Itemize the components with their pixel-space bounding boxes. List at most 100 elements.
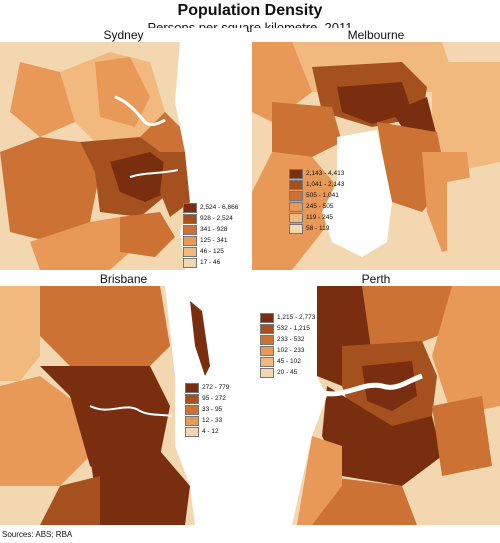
legend-swatch <box>289 179 303 190</box>
legend-label: 20 - 45 <box>277 369 298 376</box>
region-sydney-southwest <box>30 217 130 270</box>
legend-label: 341 - 928 <box>200 226 228 233</box>
region-melbourne-west <box>272 102 342 157</box>
legend-label: 45 - 102 <box>277 358 301 365</box>
legend-swatch <box>183 235 197 246</box>
region-sydney-hills <box>95 57 150 127</box>
legend-item: 2,524 - 6,866 <box>183 202 238 213</box>
legend-item: 1,041 - 2,143 <box>289 179 344 190</box>
legend-item: 33 - 95 <box>185 404 229 415</box>
legend-label: 12 - 33 <box>202 417 223 424</box>
legend-item: 532 - 1,215 <box>260 323 315 334</box>
legend-item: 341 - 928 <box>183 224 238 235</box>
legend-item: 505 - 1,041 <box>289 190 344 201</box>
panel-title-melbourne: Melbourne <box>347 28 405 42</box>
river-brisbane <box>89 405 173 417</box>
legend-swatch <box>289 212 303 223</box>
legend-label: 272 - 779 <box>202 384 230 391</box>
legend-sydney: 2,524 - 6,866 928 - 2,524 341 - 928 125 … <box>183 202 238 268</box>
legend-label: 4 - 12 <box>202 428 219 435</box>
legend-label: 532 - 1,215 <box>277 325 310 332</box>
region-sydney-northwest <box>10 62 75 137</box>
harbour-sydney <box>129 169 179 178</box>
legend-swatch <box>183 213 197 224</box>
river-sydney <box>114 95 166 127</box>
panel-title-brisbane: Brisbane <box>99 272 148 286</box>
region-melbourne-east <box>432 62 500 172</box>
legend-item: 95 - 272 <box>185 393 229 404</box>
legend-item: 1,215 - 2,773 <box>260 312 315 323</box>
source-note: Sources: ABS; RBA <box>2 530 73 539</box>
legend-swatch <box>260 323 274 334</box>
legend-item: 2,143 - 4,413 <box>289 168 344 179</box>
region-melbourne-far-southeast <box>447 172 500 270</box>
legend-swatch <box>289 168 303 179</box>
region-sydney-cbd <box>110 152 170 202</box>
legend-label: 928 - 2,524 <box>200 215 233 222</box>
legend-swatch <box>183 257 197 268</box>
legend-label: 505 - 1,041 <box>306 192 339 199</box>
bay-melbourne <box>322 130 392 257</box>
legend-item: 233 - 532 <box>260 334 315 345</box>
legend-item: 20 - 45 <box>260 367 315 378</box>
legend-swatch <box>185 426 199 437</box>
legend-label: 2,524 - 6,866 <box>200 204 239 211</box>
legend-item: 119 - 245 <box>289 212 344 223</box>
map-brisbane <box>0 286 247 525</box>
region-perth-rockingham <box>297 436 342 525</box>
region-brisbane-west <box>0 376 90 486</box>
legend-swatch <box>289 201 303 212</box>
legend-item: 17 - 46 <box>183 257 238 268</box>
region-perth-south <box>322 386 442 486</box>
region-brisbane-north <box>40 286 170 366</box>
legend-item: 4 - 12 <box>185 426 229 437</box>
legend-swatch <box>183 224 197 235</box>
legend-swatch <box>289 223 303 234</box>
legend-brisbane: 272 - 779 95 - 272 33 - 95 12 - 33 4 - 1… <box>185 382 229 437</box>
legend-label: 119 - 245 <box>306 214 333 221</box>
region-perth-southeast <box>432 396 492 476</box>
legend-label: 95 - 272 <box>202 395 226 402</box>
region-brisbane-south <box>90 451 190 525</box>
sea-brisbane <box>165 286 247 525</box>
legend-label: 46 - 125 <box>200 248 224 255</box>
legend-swatch <box>185 404 199 415</box>
legend-label: 245 - 505 <box>306 203 334 210</box>
legend-swatch <box>260 345 274 356</box>
legend-item: 46 - 125 <box>183 246 238 257</box>
legend-swatch <box>183 202 197 213</box>
river-perth <box>316 373 423 397</box>
panel-melbourne: Melbourne 2,143 - 4,413 1,041 - 2,143 50… <box>252 28 500 270</box>
legend-label: 58 - 119 <box>306 225 330 232</box>
legend-melbourne: 2,143 - 4,413 1,041 - 2,143 505 - 1,041 … <box>289 168 344 234</box>
legend-label: 33 - 95 <box>202 406 223 413</box>
legend-label: 125 - 341 <box>200 237 228 244</box>
legend-label: 102 - 233 <box>277 347 305 354</box>
panel-title-perth: Perth <box>361 272 391 286</box>
region-perth-northeast <box>432 286 500 416</box>
panel-brisbane: Brisbane 272 - 779 95 - 272 33 - 95 12 -… <box>0 272 247 525</box>
legend-swatch <box>260 312 274 323</box>
legend-label: 17 - 46 <box>200 259 221 266</box>
legend-item: 58 - 119 <box>289 223 344 234</box>
legend-item: 928 - 2,524 <box>183 213 238 224</box>
panel-title-sydney: Sydney <box>103 28 144 42</box>
legend-label: 233 - 532 <box>277 336 305 343</box>
legend-swatch <box>185 393 199 404</box>
legend-item: 272 - 779 <box>185 382 229 393</box>
region-brisbane-northwest <box>0 286 40 381</box>
legend-item: 125 - 341 <box>183 235 238 246</box>
legend-item: 12 - 33 <box>185 415 229 426</box>
chart-title: Population Density <box>177 2 323 19</box>
legend-item: 245 - 505 <box>289 201 344 212</box>
panel-perth: Perth 1,215 - 2,773 532 - 1,215 233 - 53… <box>252 272 500 525</box>
legend-swatch <box>185 382 199 393</box>
legend-swatch <box>185 415 199 426</box>
region-brisbane-logan <box>40 476 100 525</box>
map-perth <box>252 286 500 525</box>
panel-sydney: Sydney 2,524 - 6,866 928 - 2,524 341 - 9… <box>0 28 247 270</box>
region-sydney-west <box>0 137 100 242</box>
region-sydney-northshore <box>140 112 185 152</box>
legend-item: 102 - 233 <box>260 345 315 356</box>
legend-label: 1,215 - 2,773 <box>277 314 316 321</box>
